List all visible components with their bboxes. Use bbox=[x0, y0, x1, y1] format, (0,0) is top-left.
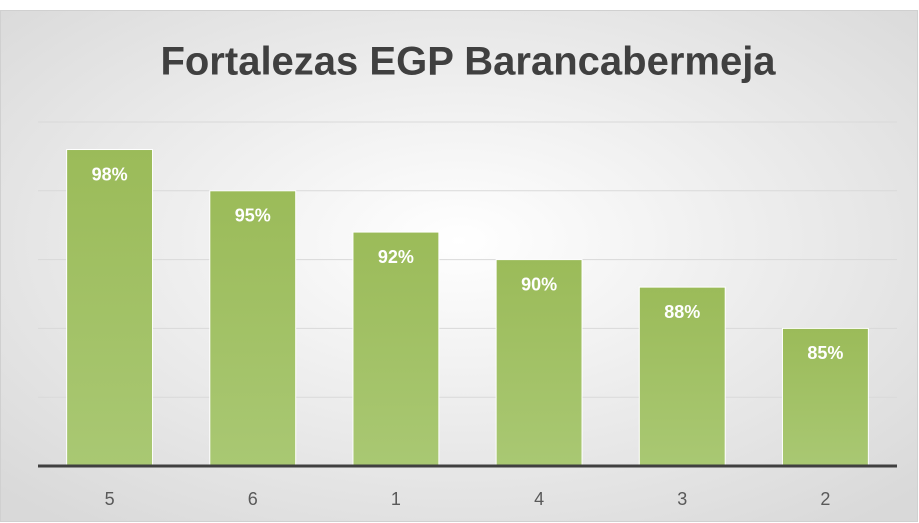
x-tick-label: 3 bbox=[677, 489, 687, 509]
bar bbox=[352, 231, 440, 467]
x-tick-label: 4 bbox=[534, 489, 544, 509]
x-tick-label: 6 bbox=[248, 489, 258, 509]
bar bbox=[209, 190, 297, 467]
data-label: 92% bbox=[378, 247, 414, 267]
data-label: 98% bbox=[92, 164, 128, 184]
bar bbox=[66, 149, 154, 467]
data-label: 95% bbox=[235, 206, 271, 226]
chart-title: Fortalezas EGP Barancabermeja bbox=[160, 40, 776, 84]
x-tick-label: 2 bbox=[820, 489, 830, 509]
data-label: 90% bbox=[521, 274, 557, 294]
bar bbox=[638, 286, 726, 467]
x-tick-label: 1 bbox=[391, 489, 401, 509]
chart-background bbox=[0, 10, 918, 522]
data-label: 85% bbox=[807, 343, 843, 363]
data-label: 88% bbox=[664, 302, 700, 322]
bar bbox=[781, 327, 869, 467]
x-tick-label: 5 bbox=[105, 489, 115, 509]
